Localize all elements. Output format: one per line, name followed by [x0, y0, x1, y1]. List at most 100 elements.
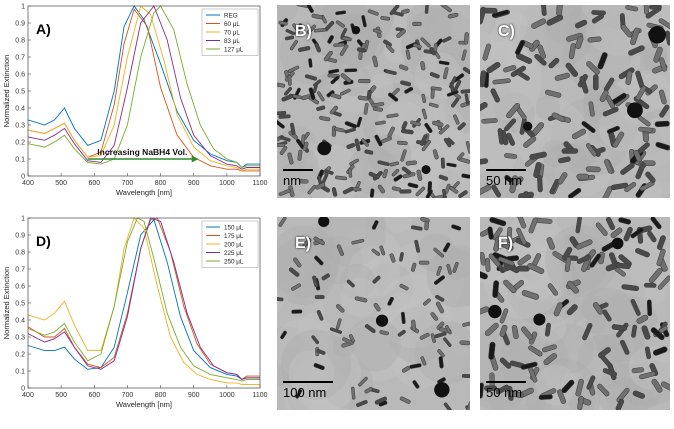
tem-noise-blob — [346, 317, 411, 382]
tem-noise-blob — [628, 345, 670, 390]
nanorod — [650, 327, 665, 341]
charta-y-tick-label: 0.1 — [15, 157, 25, 164]
nanorod — [446, 90, 459, 97]
nanorod — [346, 279, 355, 288]
nanorod — [465, 141, 470, 154]
chartd-panel-label: D) — [36, 233, 51, 249]
chartd-y-axis-label: Normalized Extinction — [2, 267, 11, 340]
nanorod — [620, 162, 635, 175]
nanosphere — [488, 304, 502, 319]
chartd-x-tick-label: 500 — [55, 392, 67, 399]
nanorod — [372, 106, 383, 112]
nanorod — [635, 162, 646, 180]
charta-y-tick-label: 0.4 — [15, 106, 25, 113]
nanorod — [421, 108, 428, 120]
nanorod — [635, 70, 644, 87]
nanorod — [351, 238, 365, 245]
nanorod — [308, 58, 313, 68]
nanorod — [386, 113, 399, 119]
nanorod — [665, 30, 670, 46]
nanorod — [506, 132, 516, 146]
nanorod — [340, 88, 351, 96]
nanorod — [485, 257, 491, 272]
nanorod — [433, 247, 445, 258]
nanorod — [575, 35, 584, 50]
tem-noise-blob — [277, 158, 299, 190]
nanorod — [356, 116, 363, 128]
nanorod — [311, 13, 324, 20]
nanorod — [466, 401, 470, 410]
nanorod — [591, 10, 606, 16]
chart-a-svg: 0 0.1 0.2 0.3 0.4 0.5 0.6 0.7 0.8 0.9 1 400 500 600 70… — [2, 4, 268, 198]
nanorod — [307, 184, 317, 195]
nanorod — [397, 140, 408, 146]
nanorod — [635, 248, 650, 258]
nanorod — [650, 217, 662, 230]
nanorod — [415, 186, 426, 197]
nanorod — [587, 36, 602, 43]
nanorod — [534, 53, 547, 66]
tem-noise-blob — [289, 361, 351, 410]
nanorod — [456, 152, 465, 161]
nanorod — [541, 5, 547, 16]
tem-noise-blob — [489, 14, 547, 71]
nanorod — [643, 5, 649, 15]
nanorod — [391, 168, 400, 177]
nanorod — [314, 43, 322, 53]
nanorod — [410, 225, 423, 231]
nanorod — [487, 226, 494, 240]
tem-noise-blob — [386, 93, 437, 145]
nanorod — [389, 253, 396, 263]
nanorod — [561, 148, 579, 154]
nanorod — [645, 171, 656, 183]
charta-y-tick-label: 0.8 — [15, 38, 25, 45]
nanorod — [312, 275, 319, 288]
nanorod — [435, 294, 445, 302]
nanorod — [323, 50, 333, 62]
chartd-x-tick-label: 1000 — [219, 392, 235, 399]
nanorod — [547, 283, 559, 296]
nanorod — [620, 24, 633, 38]
chartd-x-tick-label: 400 — [22, 392, 34, 399]
nanorod — [660, 381, 670, 393]
charta-x-tick-label: 400 — [22, 180, 34, 187]
chart-d-svg: 0 0.1 0.2 0.3 0.4 0.5 0.6 0.7 0.8 0.9 1 400 500 600 70… — [2, 216, 268, 410]
nanorod — [481, 118, 498, 124]
chartd-y-tick-label: 0.3 — [15, 335, 25, 342]
nanorod — [313, 79, 322, 87]
nanorod — [288, 267, 300, 277]
tem-noise-blob — [391, 331, 449, 389]
charta-y-tick-label: 0.2 — [15, 140, 25, 147]
tem-image-c: C) 50 nm — [480, 5, 670, 198]
tem-noise-blob — [377, 274, 452, 349]
nanorod — [635, 85, 647, 101]
nanorod — [396, 29, 406, 39]
nanorod — [528, 345, 543, 357]
nanorod — [557, 389, 567, 404]
nanosphere — [351, 25, 361, 35]
nanorod — [446, 263, 452, 275]
tem-noise-blob — [331, 217, 368, 247]
nanorod — [401, 166, 412, 175]
nanorod — [451, 224, 462, 231]
nanorod — [397, 329, 406, 337]
tem-noise-blob — [444, 89, 470, 133]
nanorod — [421, 139, 431, 152]
charta-annotation-arrowhead — [191, 155, 199, 163]
panel-label-e: E) — [295, 235, 311, 252]
nanorod — [416, 169, 423, 181]
nanorod — [595, 222, 608, 236]
charta-x-axis-label: Wavelength [nm] — [116, 188, 172, 197]
nanorod — [460, 89, 470, 94]
nanorod — [488, 341, 496, 360]
nanorod — [545, 89, 562, 98]
nanorod — [480, 270, 488, 280]
nanorod — [644, 346, 652, 360]
nanorod — [462, 66, 470, 74]
nanorod — [400, 149, 407, 162]
charta-panel-label: A) — [36, 21, 51, 37]
nanorod — [354, 296, 368, 303]
chartd-x-tick-label: 1100 — [252, 392, 267, 399]
nanorod — [523, 136, 537, 148]
nanorod — [291, 309, 303, 314]
